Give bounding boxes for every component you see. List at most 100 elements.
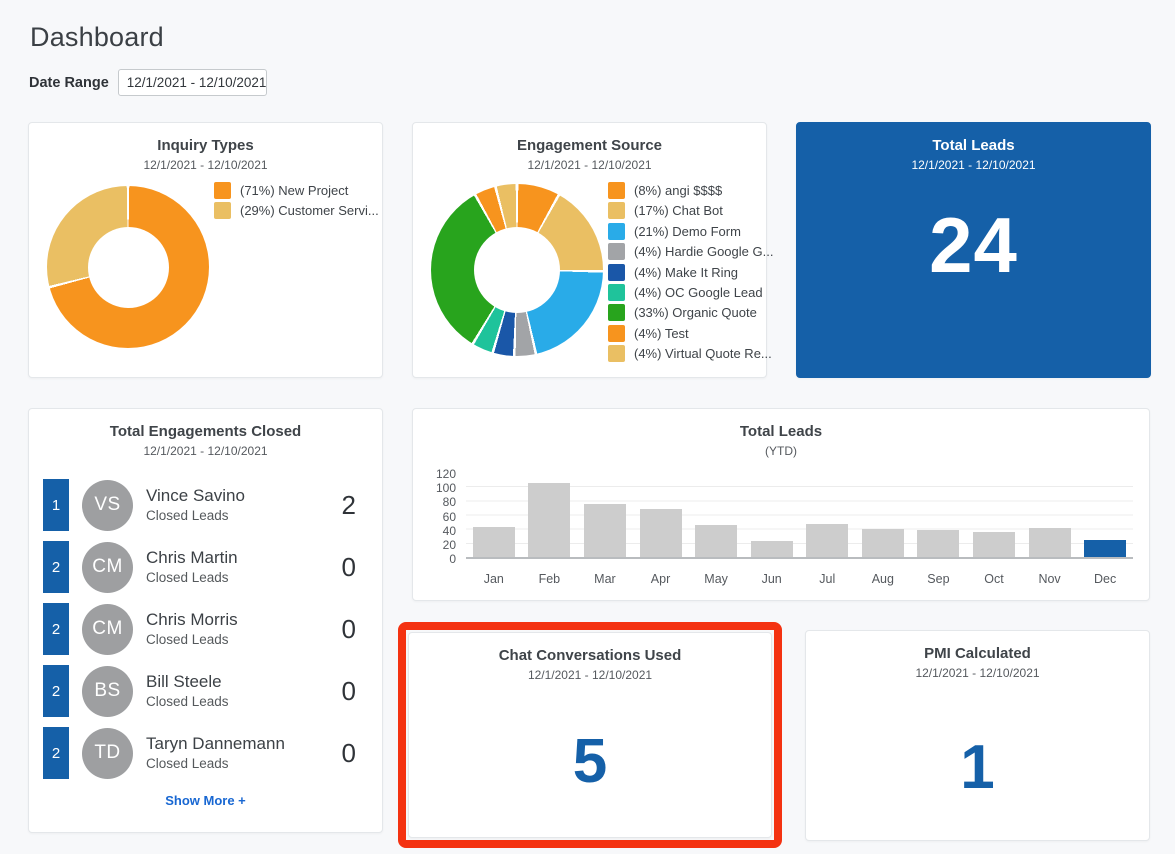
legend-item[interactable]: (21%) Demo Form — [608, 222, 773, 240]
card-date-subtitle: 12/1/2021 - 12/10/2021 — [143, 444, 268, 458]
x-axis-tick-label: Oct — [984, 572, 1004, 586]
person-name-block: Taryn Dannemann Closed Leads — [146, 733, 285, 773]
legend-item[interactable]: (33%) Organic Quote — [608, 304, 773, 322]
bar-mar[interactable] — [583, 503, 626, 557]
x-axis-tick-label: Jul — [819, 572, 836, 586]
person-name: Vince Savino — [146, 486, 245, 505]
highlight-red-box: Chat Conversations Used 12/1/2021 - 12/1… — [398, 622, 782, 848]
engagement-source-legend: (8%) angi $$$$ (17%) Chat Bot (21%) Demo F… — [608, 182, 773, 366]
rank-badge: 2 — [43, 727, 69, 779]
leaderboard-row: 2 TD Taryn Dannemann Closed Leads 0 — [43, 727, 382, 779]
bar-column — [688, 474, 744, 557]
legend-item[interactable]: (4%) Test — [608, 324, 773, 342]
avatar: CM — [82, 541, 133, 593]
closed-leads-value: 0 — [341, 613, 356, 644]
bar-jul[interactable] — [806, 523, 849, 557]
bar-column — [466, 474, 522, 557]
legend-swatch — [608, 202, 625, 220]
bar-sep[interactable] — [917, 530, 960, 557]
legend-item[interactable]: (4%) Virtual Quote Re... — [608, 345, 773, 363]
y-axis-tick-label: 100 — [435, 481, 456, 496]
leaderboard-row: 2 CM Chris Morris Closed Leads 0 — [43, 603, 382, 655]
closed-leads-label: Closed Leads — [146, 756, 229, 771]
card-title: Chat Conversations Used — [498, 647, 682, 664]
x-axis-tick-label: Aug — [871, 572, 894, 586]
legend-item[interactable]: (8%) angi $$$$ — [608, 182, 773, 199]
card-date-subtitle: 12/1/2021 - 12/10/2021 — [527, 668, 653, 682]
date-range-label: Date Range — [29, 74, 109, 91]
bar-aug[interactable] — [861, 529, 904, 557]
legend-swatch — [608, 304, 625, 322]
bar-column — [855, 474, 911, 557]
legend-label: (17%) Chat Bot — [634, 203, 723, 219]
legend-label: (71%) New Project — [240, 183, 349, 198]
legend-item[interactable]: (4%) OC Google Lead — [608, 283, 773, 301]
bar-jun[interactable] — [750, 540, 793, 557]
bar-column — [911, 474, 967, 557]
bar-oct[interactable] — [972, 531, 1015, 557]
right-column: Total Leads (YTD) 0 20 40 60 80 100 120 Jan Feb M… — [398, 408, 1150, 848]
legend-label: (33%) Organic Quote — [634, 305, 757, 321]
x-axis-tick-label: Jan — [483, 572, 504, 586]
legend-item[interactable]: (71%) New Project — [214, 182, 379, 199]
card-title: Inquiry Types — [157, 137, 254, 154]
person-name: Bill Steele — [146, 672, 222, 691]
closed-leads-value: 0 — [341, 737, 356, 768]
legend-swatch — [608, 182, 625, 199]
rank-badge: 2 — [43, 541, 69, 593]
show-more-button[interactable]: Show More + — [165, 793, 246, 808]
date-range-input[interactable] — [117, 69, 267, 96]
bar-dec[interactable] — [1084, 540, 1127, 557]
avatar: TD — [82, 727, 133, 779]
closed-leads-value: 0 — [341, 551, 356, 582]
legend-label: (4%) OC Google Lead — [634, 284, 763, 300]
bar-jan[interactable] — [472, 526, 515, 557]
legend-label: (21%) Demo Form — [634, 223, 741, 239]
leaderboard-row: 1 VS Vince Savino Closed Leads 2 — [43, 479, 382, 531]
bar-column — [799, 474, 855, 557]
date-range-row: Date Range — [29, 69, 1175, 96]
engagement-source-donut-chart[interactable] — [431, 184, 603, 356]
person-name-block: Vince Savino Closed Leads — [146, 485, 245, 525]
y-axis-tick-label: 60 — [442, 509, 456, 524]
legend-swatch — [608, 222, 625, 240]
legend-item[interactable]: (4%) Make It Ring — [608, 263, 773, 281]
bar-apr[interactable] — [639, 508, 682, 557]
x-axis-tick-label: Dec — [1094, 572, 1117, 586]
bottom-cards-row: Chat Conversations Used 12/1/2021 - 12/1… — [398, 601, 1150, 848]
person-name-block: Chris Martin Closed Leads — [146, 547, 238, 587]
closed-leads-value: 2 — [341, 489, 356, 520]
bar-feb[interactable] — [528, 483, 571, 557]
legend-item[interactable]: (29%) Customer Servi... — [214, 202, 379, 220]
bar-column — [1022, 474, 1078, 557]
avatar: VS — [82, 479, 133, 531]
x-axis-tick-label: Nov — [1038, 572, 1061, 586]
legend-item[interactable]: (4%) Hardie Google G... — [608, 243, 773, 261]
chat-conversations-used-card: Chat Conversations Used 12/1/2021 - 12/1… — [408, 632, 772, 838]
total-leads-ytd-bar-chart: 0 20 40 60 80 100 120 Jan Feb Mar Apr May Jun Jul Aug S… — [425, 467, 1133, 594]
inquiry-types-legend: (71%) New Project (29%) Customer Servi... — [214, 182, 379, 223]
person-name-block: Chris Morris Closed Leads — [146, 609, 238, 649]
page-title: Dashboard — [30, 22, 164, 52]
bar-nov[interactable] — [1028, 527, 1071, 557]
bar-may[interactable] — [695, 525, 738, 557]
legend-swatch — [214, 202, 231, 220]
x-axis-tick-label: Mar — [594, 572, 616, 586]
person-name: Taryn Dannemann — [146, 734, 285, 753]
y-axis: 0 20 40 60 80 100 120 — [425, 467, 456, 566]
avatar: CM — [82, 603, 133, 655]
legend-label: (8%) angi $$$$ — [634, 183, 723, 198]
x-axis-tick-label: Sep — [927, 572, 950, 586]
total-leads-value: 24 — [929, 201, 1018, 289]
legend-label: (4%) Test — [634, 325, 689, 341]
x-axis-tick-label: May — [704, 572, 728, 586]
inquiry-types-donut-chart[interactable] — [47, 186, 209, 348]
closed-leads-label: Closed Leads — [146, 632, 229, 647]
legend-swatch — [608, 243, 625, 261]
rank-badge: 1 — [43, 479, 69, 531]
card-title: Total Leads — [932, 137, 1015, 154]
card-title: PMI Calculated — [924, 645, 1031, 662]
legend-item[interactable]: (17%) Chat Bot — [608, 202, 773, 220]
cards-row-1: Inquiry Types 12/1/2021 - 12/10/2021 (71… — [28, 122, 1175, 378]
